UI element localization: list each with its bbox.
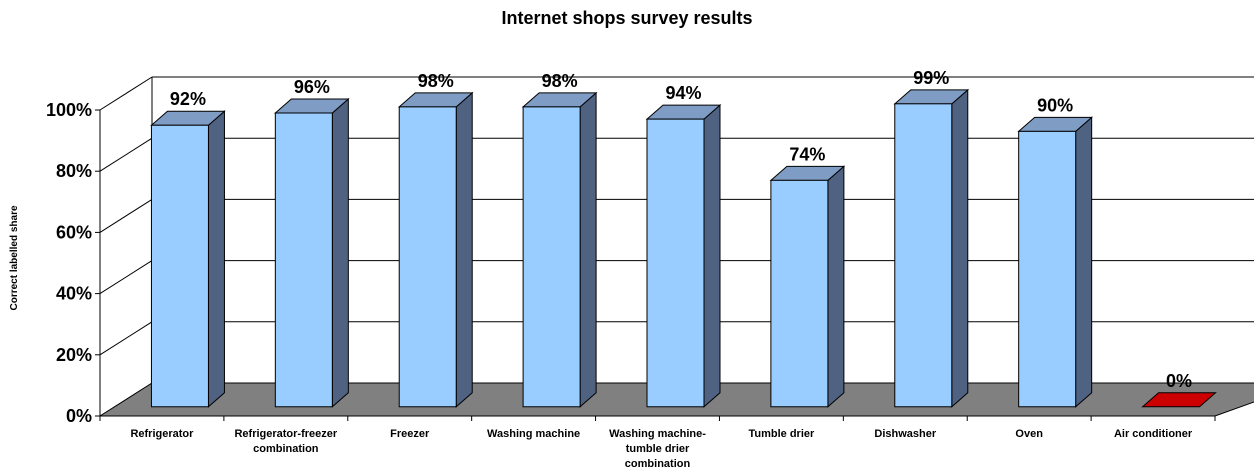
bar [523, 93, 596, 407]
data-label: 90% [1037, 95, 1073, 115]
data-label: 94% [665, 83, 701, 103]
bar [275, 99, 348, 407]
bar-side [332, 99, 348, 407]
bar [151, 111, 224, 407]
x-tick-label: Dishwasher [874, 428, 936, 440]
x-tick-label: combination [253, 443, 319, 455]
bar-side [580, 93, 596, 407]
wall-gridline [100, 322, 152, 355]
x-tick-label: combination [625, 458, 691, 470]
bar-front [1019, 131, 1076, 406]
data-label: 98% [542, 71, 578, 91]
data-label: 98% [418, 71, 454, 91]
wall-gridline [100, 199, 152, 232]
x-tick-label: Oven [1015, 428, 1043, 440]
y-tick-label: 100% [46, 100, 92, 120]
bar [895, 90, 968, 407]
bar-front [399, 107, 456, 407]
bar-side [1076, 117, 1092, 406]
x-tick-label: Air conditioner [1114, 428, 1193, 440]
bar [399, 93, 472, 407]
bar-side [704, 105, 720, 407]
bar-front [771, 180, 828, 406]
data-label: 0% [1166, 371, 1192, 391]
bar [1019, 117, 1092, 406]
data-label: 92% [170, 89, 206, 109]
data-label: 99% [913, 68, 949, 88]
x-tick-label: Refrigerator-freezer [234, 428, 337, 440]
bar-front [151, 125, 208, 407]
y-tick-label: 60% [56, 222, 92, 242]
bar-side [456, 93, 472, 407]
y-tick-label: 40% [56, 284, 92, 304]
bar-side [208, 111, 224, 407]
wall-gridline [100, 261, 152, 294]
x-tick-label: Washing machine [487, 428, 580, 440]
chart-title: Internet shops survey results [501, 8, 752, 28]
bar-side [828, 166, 844, 406]
wall-gridline [100, 138, 152, 171]
x-tick-label: Refrigerator [130, 428, 194, 440]
x-tick-label: tumble drier [626, 443, 690, 455]
y-axis-label: Correct labelled share [9, 205, 20, 310]
y-tick-label: 20% [56, 345, 92, 365]
bar-front [275, 113, 332, 407]
bars-layer [151, 90, 1215, 407]
x-tick-label: Freezer [390, 428, 430, 440]
bar-side [952, 90, 968, 407]
data-label: 74% [789, 144, 825, 164]
y-tick-label: 0% [66, 406, 92, 426]
bar-front [895, 104, 952, 407]
bar-front [647, 119, 704, 407]
wall-gridline [100, 77, 152, 110]
bar [771, 166, 844, 406]
bar-front [523, 107, 580, 407]
data-label: 96% [294, 77, 330, 97]
y-tick-label: 80% [56, 161, 92, 181]
bar [647, 105, 720, 407]
x-tick-label: Tumble drier [748, 428, 815, 440]
x-tick-label: Washing machine- [609, 428, 706, 440]
